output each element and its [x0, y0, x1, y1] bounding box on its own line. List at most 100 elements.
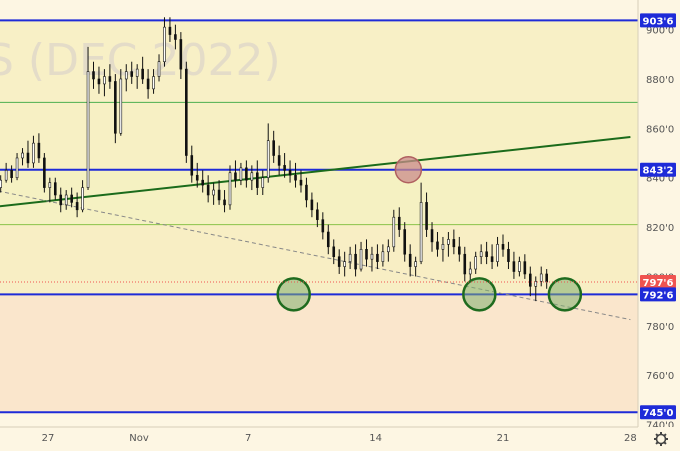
candle-body	[485, 251, 488, 257]
candle	[70, 187, 73, 208]
candle-body	[223, 199, 226, 206]
candle	[234, 160, 237, 188]
candle-body	[206, 184, 210, 196]
candle	[507, 241, 510, 270]
support-marker	[547, 277, 583, 312]
candle-body	[157, 61, 161, 77]
candle-body	[245, 167, 248, 181]
candle-body	[359, 248, 363, 270]
candle	[288, 160, 292, 183]
candle-body	[381, 251, 385, 262]
candle	[114, 74, 117, 144]
horizontal-levels	[0, 19, 638, 414]
candle	[408, 244, 412, 277]
x-axis[interactable]: 27 Nov 7 14 21 28	[0, 426, 680, 451]
candle	[463, 246, 467, 282]
candle	[174, 24, 177, 50]
candle	[343, 251, 346, 277]
y-tick-label: 880'0	[646, 75, 674, 86]
candle-body	[201, 179, 204, 186]
candle	[518, 256, 521, 277]
candle	[337, 249, 341, 274]
candle-body	[168, 26, 172, 35]
price-tag: 903'6	[640, 13, 676, 28]
candle	[376, 244, 379, 270]
candle	[266, 123, 270, 183]
candle	[92, 61, 95, 89]
x-axis-background	[0, 427, 680, 451]
candle-body	[441, 244, 445, 250]
candle	[37, 133, 41, 163]
x-tick-label: 27	[42, 433, 55, 444]
candle	[277, 145, 281, 176]
candle	[250, 165, 254, 191]
price-tag-background	[640, 13, 676, 28]
candle-body	[397, 216, 401, 230]
candle	[272, 130, 275, 163]
candle-body	[43, 157, 46, 188]
candle	[124, 64, 128, 92]
price-tag: 792'6	[640, 287, 676, 302]
candle	[539, 266, 543, 287]
candle-body	[217, 189, 221, 201]
candle-body	[10, 170, 13, 179]
candle	[370, 246, 374, 272]
candle	[163, 17, 166, 67]
candle	[81, 180, 84, 213]
candle-body	[436, 241, 439, 250]
candle	[86, 46, 90, 191]
candle-body	[255, 172, 259, 188]
y-tick-label: 840'0	[646, 174, 674, 185]
candle	[485, 241, 488, 265]
y-axis-background	[638, 0, 680, 451]
y-axis[interactable]: 900'0880'0860'0840'0820'0800'0780'0760'0…	[637, 0, 680, 451]
candle-body	[228, 172, 232, 206]
candle	[294, 162, 297, 188]
candle	[419, 182, 423, 265]
gear-ring	[655, 433, 667, 445]
x-tick-label: 14	[369, 433, 382, 444]
candle	[365, 239, 368, 267]
candle	[305, 177, 308, 208]
x-tick-label: 21	[497, 433, 510, 444]
candle	[381, 244, 385, 267]
candle-body	[152, 76, 155, 90]
candle	[146, 69, 150, 99]
x-tick-label: Nov	[129, 433, 149, 444]
candle	[261, 170, 265, 195]
candle-body	[496, 244, 499, 262]
candle	[441, 236, 445, 262]
candle	[15, 153, 19, 181]
candle	[316, 202, 319, 228]
candles	[0, 17, 548, 302]
candle-body	[174, 34, 177, 40]
candle	[496, 236, 499, 267]
price-tag-label: 792'6	[643, 290, 674, 301]
candle-body	[26, 152, 30, 164]
candle-body	[190, 155, 194, 176]
candle-body	[294, 174, 297, 181]
candle-body	[376, 253, 379, 262]
candle-body	[403, 229, 407, 255]
candle	[119, 69, 123, 136]
chart-settings-button[interactable]	[654, 432, 668, 446]
support-marker	[276, 277, 311, 312]
candle-body	[512, 261, 516, 272]
candle-body	[321, 219, 325, 233]
candle	[75, 192, 79, 218]
candle-body	[283, 165, 286, 171]
candle-body	[179, 39, 183, 70]
price-tag-background	[640, 287, 676, 302]
candle	[387, 239, 390, 262]
candle-body	[97, 78, 101, 85]
candle-body	[310, 199, 314, 211]
candle	[185, 61, 188, 163]
trendlines	[0, 135, 631, 321]
price-zone	[0, 294, 638, 413]
price-zones	[0, 20, 638, 413]
candle-body	[141, 68, 144, 80]
candle	[103, 69, 106, 97]
candle-body	[354, 253, 357, 270]
rising-trendline	[0, 135, 631, 208]
